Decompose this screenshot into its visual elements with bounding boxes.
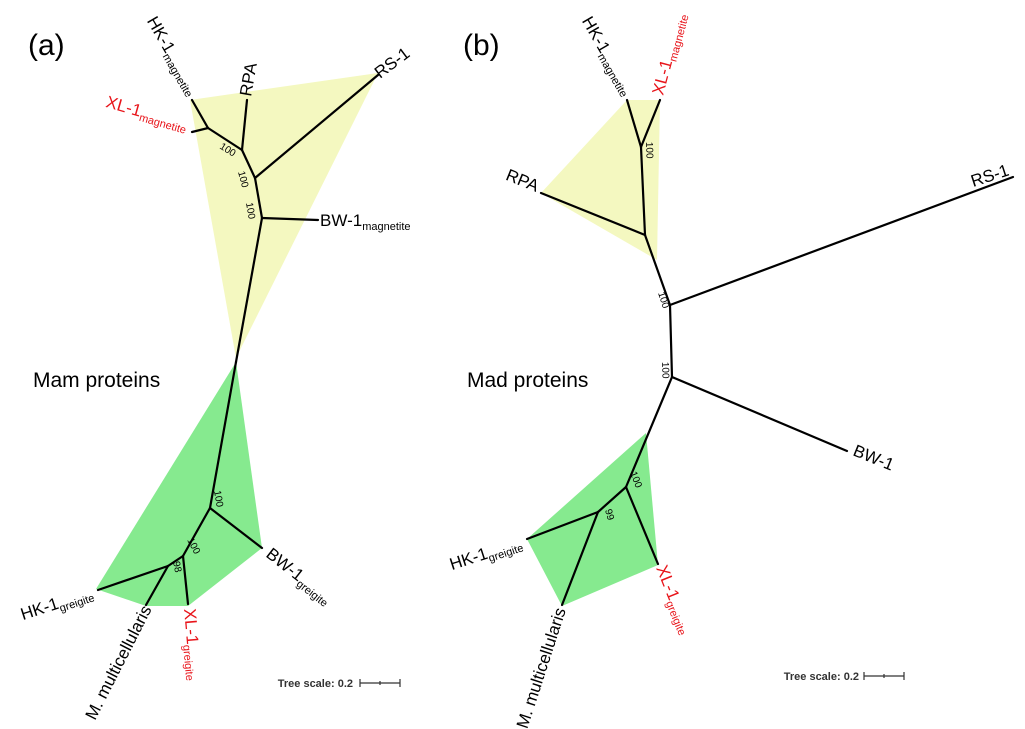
- branch: [668, 175, 1015, 307]
- branch: [260, 216, 320, 222]
- branch: [539, 191, 647, 237]
- scale-bar-b: Tree scale: 0.2: [784, 671, 905, 683]
- branch: [625, 98, 643, 149]
- scale-bar-a: Tree scale: 0.2: [278, 678, 401, 690]
- tree-branches: [525, 98, 1015, 607]
- leaf-hk1-magnetite: HK-1magnetite: [575, 13, 638, 99]
- tree-scale-label: Tree scale: 0.2: [784, 671, 859, 683]
- branch: [624, 485, 660, 566]
- leaf-xl1-greigite: XL-1greigite: [177, 608, 205, 682]
- branch: [624, 375, 674, 489]
- branch: [639, 98, 662, 149]
- panel-a-label: (a): [28, 29, 65, 62]
- leaf-rpa: RPA: [503, 165, 542, 195]
- branch: [240, 98, 249, 152]
- branch: [144, 564, 170, 607]
- leaf-rs1: RS-1: [371, 44, 413, 82]
- panel-b: (b) Mad proteins HK-1magnetite XL-1magne…: [447, 11, 1015, 729]
- leaf-xl1-magnetite: XL-1magnetite: [103, 92, 190, 136]
- tree-branches: [96, 73, 380, 607]
- greigite-clade-highlight: [96, 362, 262, 606]
- panel-b-label: (b): [463, 29, 500, 62]
- branch: [670, 375, 849, 453]
- bootstrap-value: 100: [243, 202, 257, 221]
- panel-a-title: Mam proteins: [33, 369, 160, 392]
- leaf-bw1: BW-1: [851, 441, 897, 474]
- bootstrap-value: 100: [659, 362, 671, 379]
- leaf-hk1-greigite: HK-1greigite: [447, 533, 525, 577]
- branch: [525, 510, 600, 541]
- branch: [208, 360, 238, 510]
- magnetite-clade-highlight: [190, 73, 378, 358]
- leaf-xl1-greigite: XL-1greigite: [650, 562, 697, 637]
- panel-a: (a) Mam proteins HK-1magnetite XL-1magne…: [18, 13, 413, 723]
- tree-scale-bar: [359, 679, 401, 687]
- bootstrap-value: 100: [643, 142, 655, 159]
- tree-scale-bar: [863, 672, 905, 680]
- leaf-hk1-magnetite: HK-1magnetite: [140, 13, 203, 99]
- branch: [208, 506, 264, 550]
- branch: [560, 510, 600, 607]
- tree-scale-label: Tree scale: 0.2: [278, 678, 353, 690]
- magnetite-clade-highlight: [541, 100, 660, 260]
- branch: [181, 506, 212, 558]
- branch: [96, 564, 170, 592]
- branch: [234, 216, 264, 364]
- branch: [253, 176, 264, 220]
- bootstrap-value: 98: [170, 560, 183, 574]
- branch: [240, 148, 257, 180]
- leaf-xl1-magnetite: XL-1magnetite: [649, 11, 692, 98]
- bootstrap-value: 100: [211, 490, 225, 509]
- branch: [190, 126, 210, 134]
- leaf-m-multicellularis: M. multicellularis: [513, 605, 570, 729]
- greigite-clade-highlight: [527, 433, 658, 606]
- leaf-hk1-greigite: HK-1greigite: [18, 583, 96, 627]
- panel-b-title: Mad proteins: [467, 369, 588, 392]
- branch: [206, 126, 244, 152]
- branch: [190, 98, 210, 130]
- leaf-bw1-magnetite: BW-1magnetite: [320, 211, 411, 233]
- leaf-m-multicellularis: M. multicellularis: [82, 602, 156, 723]
- bootstrap-value: 100: [655, 291, 671, 311]
- branch: [181, 554, 190, 606]
- branch: [639, 145, 647, 237]
- bootstrap-value: 99: [602, 508, 616, 522]
- leaf-bw1-greigite: BW-1greigite: [261, 544, 336, 610]
- branch: [643, 233, 672, 307]
- branch: [253, 73, 380, 180]
- branch: [596, 485, 628, 514]
- branch: [166, 554, 185, 568]
- branch: [668, 303, 674, 379]
- bootstrap-value: 100: [235, 170, 250, 189]
